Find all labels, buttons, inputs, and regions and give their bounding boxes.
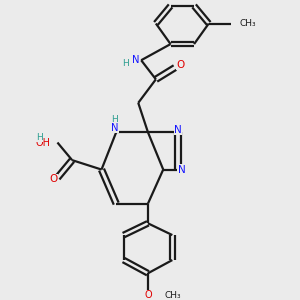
Text: H: H <box>111 115 118 124</box>
Text: CH₃: CH₃ <box>239 19 256 28</box>
Text: N: N <box>174 125 182 135</box>
Text: O: O <box>176 60 184 70</box>
Text: N: N <box>178 164 185 175</box>
Text: H: H <box>36 133 43 142</box>
Text: N: N <box>111 123 118 133</box>
Text: N: N <box>132 55 139 65</box>
Text: O: O <box>144 290 152 300</box>
Text: CH₃: CH₃ <box>164 291 181 300</box>
Text: O: O <box>49 174 57 184</box>
Text: H: H <box>122 59 128 68</box>
Text: OH: OH <box>35 137 50 148</box>
